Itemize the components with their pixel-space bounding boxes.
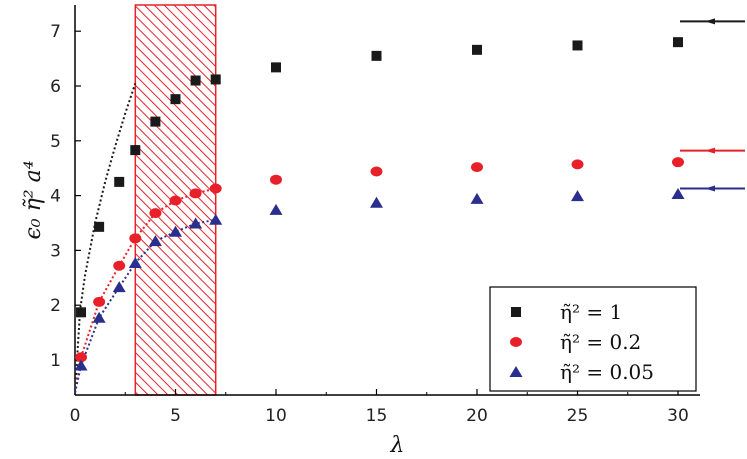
y-tick-label: 7: [50, 22, 61, 42]
triangle-data-point: [169, 225, 182, 237]
circle-data-point: [571, 159, 584, 170]
triangle-data-point: [209, 213, 223, 225]
square-data-point: [114, 176, 125, 187]
limit-arrow: [705, 185, 715, 192]
legend-marker: [511, 307, 521, 317]
y-tick-label: 6: [50, 77, 61, 97]
circle-data-point: [270, 174, 282, 185]
x-tick-label: 5: [170, 406, 181, 426]
fit-curve: [74, 82, 137, 393]
circle-data-point: [169, 195, 182, 206]
triangle-data-point: [148, 235, 162, 247]
legend-label: η̃² = 1: [560, 300, 622, 324]
triangle-data-point: [370, 196, 383, 208]
circle-data-point: [149, 208, 162, 219]
y-tick-label: 4: [50, 187, 61, 207]
square-data-point: [94, 221, 105, 232]
triangle-data-point: [74, 359, 88, 371]
legend-label: η̃² = 0.2: [560, 330, 641, 354]
circle-data-point: [113, 260, 126, 271]
triangle-data-point: [92, 311, 106, 323]
triangle-data-point: [112, 281, 126, 293]
legend-box: [489, 286, 697, 392]
x-tick-label: 15: [366, 406, 388, 426]
square-data-point: [76, 307, 87, 318]
circle-data-point: [189, 188, 202, 199]
triangle-data-point: [470, 192, 484, 204]
circle-data-point: [129, 233, 142, 244]
x-tick-label: 0: [70, 406, 81, 426]
square-data-point: [271, 62, 281, 73]
y-tick-label: 5: [50, 132, 61, 152]
x-tick-label: 30: [667, 406, 689, 426]
circle-data-point: [672, 157, 684, 168]
limit-arrow: [705, 147, 715, 154]
square-data-point: [190, 75, 201, 86]
triangle-data-point: [671, 187, 685, 199]
legend-marker: [509, 366, 523, 377]
circle-data-point: [75, 352, 88, 363]
y-tick-label: 3: [50, 241, 61, 261]
triangle-data-point: [571, 190, 584, 202]
circle-data-point: [471, 162, 483, 173]
square-data-point: [210, 74, 221, 85]
circle-data-point: [370, 166, 383, 177]
square-data-point: [371, 50, 382, 61]
legend-label: η̃² = 0.05: [560, 360, 654, 384]
x-tick-label: 20: [466, 406, 488, 426]
y-tick-label: 2: [50, 296, 61, 316]
x-axis-title: λ: [390, 433, 405, 458]
x-tick-label: 25: [567, 406, 589, 426]
legend-marker: [510, 337, 522, 347]
circle-data-point: [93, 296, 106, 307]
square-data-point: [130, 145, 141, 156]
square-data-point: [673, 37, 683, 48]
square-data-point: [572, 40, 583, 51]
triangle-data-point: [128, 257, 142, 269]
square-data-point: [472, 44, 482, 55]
y-axis-title: ϵ₀ η̃² a⁴: [21, 160, 46, 239]
y-tick-label: 1: [50, 351, 61, 371]
limit-arrow: [705, 18, 715, 25]
x-tick-label: 10: [265, 406, 287, 426]
triangle-data-point: [269, 203, 283, 215]
triangle-data-point: [189, 217, 203, 229]
square-data-point: [150, 116, 161, 127]
square-data-point: [170, 94, 181, 105]
circle-data-point: [209, 183, 222, 194]
